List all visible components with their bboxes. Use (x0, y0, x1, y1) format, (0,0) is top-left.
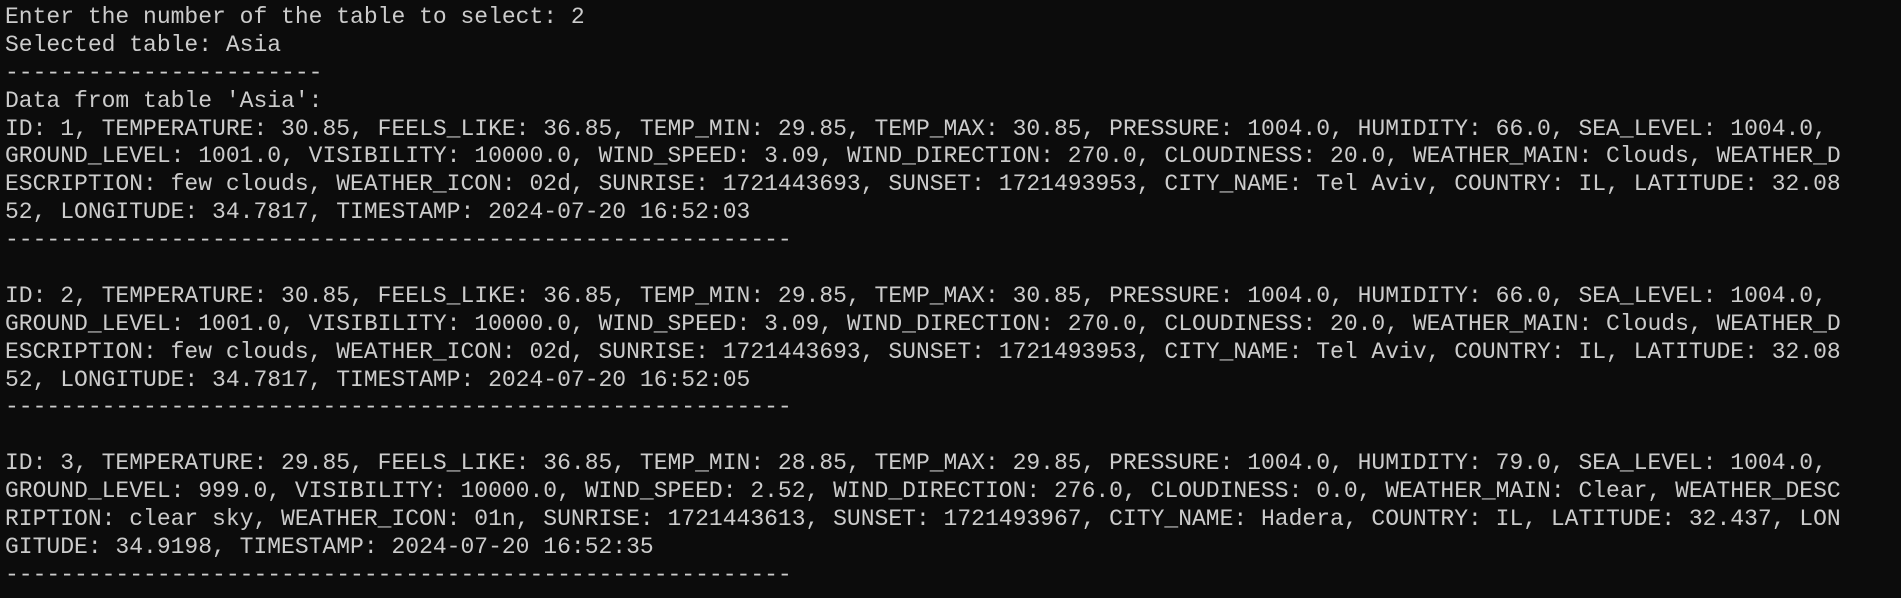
output-line: Data from table 'Asia': (5, 87, 323, 114)
separator: ----------------------- (5, 59, 323, 86)
record-line: GROUND_LEVEL: 999.0, VISIBILITY: 10000.0… (5, 478, 1841, 505)
record-line: ESCRIPTION: few clouds, WEATHER_ICON: 02… (5, 338, 1841, 365)
separator: ----------------------------------------… (5, 227, 792, 254)
output-line: Selected table: Asia (5, 31, 282, 58)
record-line: ID: 2, TEMPERATURE: 30.85, FEELS_LIKE: 3… (5, 282, 1827, 309)
separator: ----------------------------------------… (5, 394, 792, 421)
record-line: GROUND_LEVEL: 1001.0, VISIBILITY: 10000.… (5, 143, 1841, 170)
record-line: 52, LONGITUDE: 34.7817, TIMESTAMP: 2024-… (5, 199, 751, 226)
record-line: ID: 1, TEMPERATURE: 30.85, FEELS_LIKE: 3… (5, 115, 1827, 142)
blank-line (5, 422, 1901, 450)
separator: ----------------------------------------… (5, 561, 792, 588)
prompt-line: Enter the number of the table to select:… (5, 4, 585, 30)
record-line: GITUDE: 34.9198, TIMESTAMP: 2024-07-20 1… (5, 533, 654, 560)
record-line: GROUND_LEVEL: 1001.0, VISIBILITY: 10000.… (5, 310, 1841, 337)
record-line: 52, LONGITUDE: 34.7817, TIMESTAMP: 2024-… (5, 366, 751, 393)
record-line: ID: 3, TEMPERATURE: 29.85, FEELS_LIKE: 3… (5, 450, 1827, 477)
record-line: ESCRIPTION: few clouds, WEATHER_ICON: 02… (5, 171, 1841, 198)
record-line: RIPTION: clear sky, WEATHER_ICON: 01n, S… (5, 506, 1841, 533)
blank-line (5, 255, 1901, 283)
